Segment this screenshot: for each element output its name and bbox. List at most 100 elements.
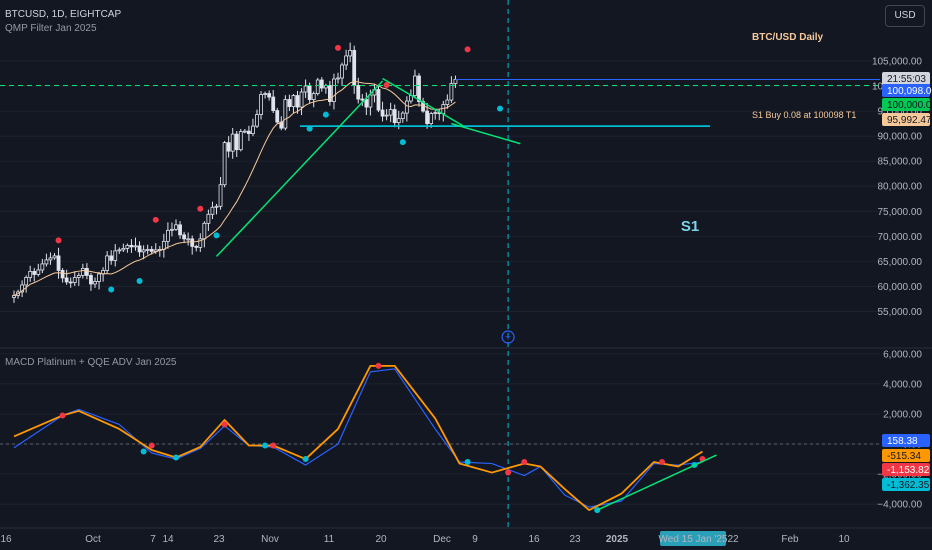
candle-body — [28, 271, 33, 278]
candle-body — [226, 142, 231, 152]
candle-body — [48, 257, 53, 261]
candle-body — [174, 224, 178, 230]
price-badge-label: 100,000.00 — [887, 100, 932, 111]
price-tick-label: 80,000.00 — [878, 182, 923, 193]
price-tick-label: 75,000.00 — [878, 207, 923, 218]
macd-dot-cyan — [464, 459, 471, 466]
price-badge-label: 21:55:03 — [887, 74, 926, 85]
signal-dot-red — [335, 44, 341, 51]
candle-body — [392, 109, 397, 123]
candle-body — [186, 238, 191, 241]
candle-body — [246, 130, 251, 135]
candle-body — [453, 79, 458, 84]
indicator-label: QMP Filter Jan 2025 — [5, 23, 97, 34]
signal-dot-cyan — [213, 232, 220, 239]
trendline — [215, 80, 384, 257]
candle-body — [194, 245, 199, 248]
candle-body — [105, 255, 110, 271]
x-tick-label: 16 — [0, 534, 12, 545]
x-tick-label: 9 — [472, 534, 478, 545]
price-badge: 100,000.00 — [882, 98, 932, 111]
candle-body — [299, 91, 304, 108]
candle-body — [44, 259, 49, 265]
candle-body — [206, 213, 211, 224]
candle-body — [214, 205, 219, 208]
candle-body — [85, 268, 89, 276]
macd-dot-red — [59, 412, 66, 419]
x-tick-label: Nov — [261, 534, 279, 545]
candle-body — [93, 281, 97, 285]
x-tick-label: 2025 — [606, 534, 629, 545]
candle-body — [182, 234, 187, 240]
candle-body — [113, 250, 118, 261]
macd-badge-label: -1,362.35 — [887, 480, 930, 491]
date-highlight-label: Wed 15 Jan '25 — [659, 534, 728, 545]
candle-body — [24, 277, 29, 286]
candle-body — [376, 89, 381, 111]
candle-body — [89, 275, 93, 285]
macd-dot-red — [521, 459, 528, 466]
price-tick-label: 55,000.00 — [878, 307, 923, 318]
candle-body — [242, 130, 247, 133]
signal-dot-cyan — [399, 139, 406, 146]
candle-body — [429, 113, 434, 124]
candle-body — [417, 75, 421, 102]
signal-dot-red — [464, 46, 471, 53]
signal-line — [13, 364, 703, 512]
macd-indicator-label: MACD Platinum + QQE ADV Jan 2025 — [5, 357, 177, 368]
candle-body — [129, 244, 134, 248]
candle-body — [315, 79, 320, 94]
trendline — [451, 122, 521, 145]
candle-body — [36, 269, 41, 275]
macd-tick-label: −4,000.00 — [877, 500, 922, 511]
macd-tick-label: 4,000.00 — [883, 379, 922, 390]
macd-dot-cyan — [302, 456, 309, 463]
signal-dot-red — [152, 216, 159, 223]
candle-body — [234, 133, 239, 151]
x-tick-label: 20 — [375, 534, 387, 545]
price-badge: 21:55:03 — [882, 72, 930, 85]
candle-body — [425, 110, 430, 124]
macd-badge-label: -515.34 — [887, 451, 921, 462]
candle-body — [445, 99, 450, 105]
x-tick-label: 22 — [727, 534, 739, 545]
candle-body — [336, 77, 340, 80]
signal-dot-cyan — [108, 286, 115, 293]
candle-body — [56, 255, 61, 271]
candle-body — [384, 114, 389, 117]
x-tick-label: Feb — [781, 534, 799, 545]
price-badge-bg — [882, 98, 930, 111]
chart-title: BTC/USD Daily — [752, 32, 824, 43]
price-tick-label: 105,000.00 — [872, 56, 922, 67]
price-badge-bg — [882, 72, 930, 85]
candle-body — [125, 244, 130, 249]
candle-body — [210, 206, 215, 215]
candle-body — [109, 255, 114, 261]
candle-body — [344, 55, 349, 66]
candle-body — [141, 249, 146, 253]
candle-body — [441, 104, 446, 114]
macd-dot-red — [148, 442, 155, 449]
price-tick-label: 65,000.00 — [878, 257, 923, 268]
x-tick-label: 10 — [838, 534, 850, 545]
price-badge: 100,098.00 — [882, 84, 932, 97]
x-tick-label: 11 — [324, 534, 335, 545]
currency-button[interactable]: USD — [885, 5, 925, 27]
candle-body — [64, 277, 69, 283]
macd-badge: -1,153.82 — [882, 463, 930, 476]
candle-body — [68, 281, 73, 284]
x-tick-label: 23 — [213, 534, 225, 545]
macd-badge-label: 158.38 — [887, 436, 918, 447]
candle-body — [340, 64, 344, 79]
date-highlight-bg — [660, 531, 726, 546]
add-alert-icon — [501, 330, 515, 344]
macd-badge-bg — [882, 463, 930, 476]
price-badge-label: 100,098.00 — [887, 86, 932, 97]
macd-dot-red — [659, 459, 665, 466]
macd-badge: 158.38 — [882, 434, 930, 447]
price-tick-label: 95,000.00 — [878, 107, 923, 118]
s1-marker: S1 — [681, 218, 699, 235]
signal-dot-red — [197, 205, 204, 212]
candle-body — [60, 270, 65, 279]
